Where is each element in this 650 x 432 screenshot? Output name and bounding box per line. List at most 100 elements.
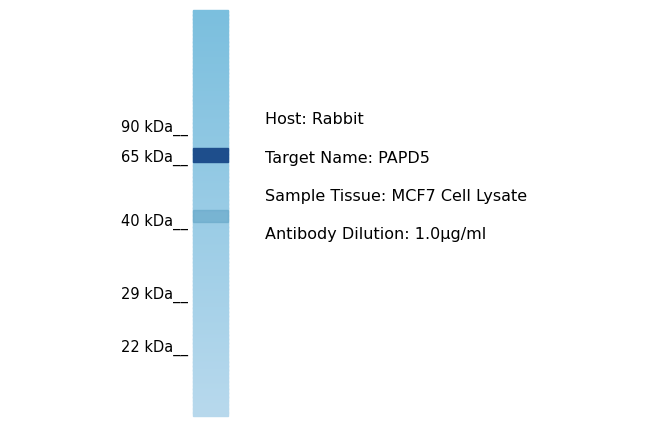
Bar xyxy=(193,403,228,405)
Bar xyxy=(193,99,228,101)
Bar xyxy=(193,152,228,154)
Bar xyxy=(193,71,228,73)
Text: 29 kDa__: 29 kDa__ xyxy=(121,287,188,303)
Bar xyxy=(193,162,228,165)
Bar xyxy=(193,52,228,54)
Bar xyxy=(193,322,228,324)
Bar xyxy=(193,286,228,287)
Bar xyxy=(193,366,228,368)
Bar xyxy=(193,91,228,93)
Bar xyxy=(193,113,228,114)
Bar xyxy=(193,223,228,225)
Bar xyxy=(193,86,228,87)
Text: Host: Rabbit: Host: Rabbit xyxy=(265,112,364,127)
Bar xyxy=(193,129,228,130)
Bar xyxy=(193,411,228,413)
Bar xyxy=(193,42,228,44)
Bar xyxy=(193,289,228,291)
Bar xyxy=(193,284,228,286)
Bar xyxy=(193,218,228,220)
Bar xyxy=(193,272,228,274)
Bar xyxy=(193,61,228,63)
Bar xyxy=(193,334,228,336)
Bar xyxy=(193,388,228,390)
Bar xyxy=(193,148,228,162)
Bar xyxy=(193,136,228,137)
Bar xyxy=(193,115,228,117)
Bar xyxy=(193,242,228,244)
Bar xyxy=(193,171,228,172)
Bar xyxy=(193,33,228,35)
Bar xyxy=(193,358,228,360)
Bar xyxy=(193,295,228,297)
Bar xyxy=(193,127,228,129)
Bar xyxy=(193,347,228,349)
Bar xyxy=(193,269,228,271)
Bar xyxy=(193,68,228,70)
Bar xyxy=(193,368,228,370)
Bar xyxy=(193,306,228,308)
Bar xyxy=(193,183,228,184)
Bar xyxy=(193,60,228,62)
Bar xyxy=(193,18,228,20)
Bar xyxy=(193,276,228,278)
Bar xyxy=(193,275,228,276)
Bar xyxy=(193,372,228,374)
Bar xyxy=(193,326,228,328)
Bar xyxy=(193,300,228,302)
Bar xyxy=(193,32,228,33)
Bar xyxy=(193,210,228,212)
Bar xyxy=(193,40,228,41)
Bar xyxy=(193,57,228,59)
Bar xyxy=(193,44,228,46)
Bar xyxy=(193,96,228,98)
Bar xyxy=(193,298,228,299)
Bar xyxy=(193,340,228,341)
Bar xyxy=(193,406,228,407)
Bar xyxy=(193,280,228,282)
Bar xyxy=(193,352,228,353)
Bar xyxy=(193,394,228,395)
Bar xyxy=(193,258,228,260)
Bar xyxy=(193,265,228,267)
Bar xyxy=(193,204,228,206)
Bar xyxy=(193,239,228,241)
Text: Sample Tissue: MCF7 Cell Lysate: Sample Tissue: MCF7 Cell Lysate xyxy=(265,188,527,203)
Bar xyxy=(193,252,228,254)
Bar xyxy=(193,213,228,214)
Bar xyxy=(193,118,228,120)
Bar xyxy=(193,87,228,89)
Bar xyxy=(193,385,228,387)
Bar xyxy=(193,92,228,94)
Bar xyxy=(193,149,228,151)
Bar xyxy=(193,361,228,363)
Bar xyxy=(193,88,228,90)
Bar xyxy=(193,254,228,256)
Bar xyxy=(193,329,228,330)
Bar xyxy=(193,400,228,402)
Bar xyxy=(193,310,228,311)
Bar xyxy=(193,67,228,69)
Bar xyxy=(193,371,228,372)
Bar xyxy=(193,82,228,83)
Bar xyxy=(193,234,228,236)
Bar xyxy=(193,110,228,112)
Bar xyxy=(193,378,228,381)
Bar xyxy=(193,408,228,410)
Bar xyxy=(193,246,228,248)
Bar xyxy=(193,376,228,378)
Bar xyxy=(193,210,228,222)
Bar xyxy=(193,178,228,179)
Bar xyxy=(193,198,228,200)
Bar xyxy=(193,288,228,290)
Bar xyxy=(193,95,228,97)
Bar xyxy=(193,245,228,247)
Bar xyxy=(193,137,228,139)
Bar xyxy=(193,354,228,356)
Bar xyxy=(193,94,228,95)
Bar xyxy=(193,188,228,190)
Bar xyxy=(193,383,228,384)
Bar xyxy=(193,30,228,32)
Bar xyxy=(193,323,228,325)
Bar xyxy=(193,233,228,235)
